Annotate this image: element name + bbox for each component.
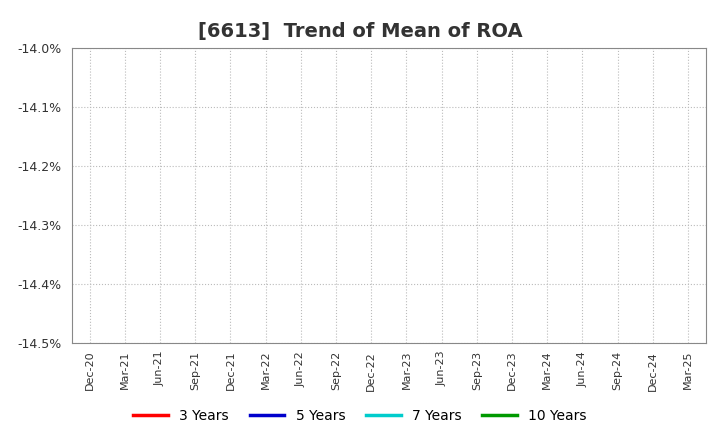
Text: [6613]  Trend of Mean of ROA: [6613] Trend of Mean of ROA <box>198 22 522 41</box>
Legend: 3 Years, 5 Years, 7 Years, 10 Years: 3 Years, 5 Years, 7 Years, 10 Years <box>128 403 592 429</box>
